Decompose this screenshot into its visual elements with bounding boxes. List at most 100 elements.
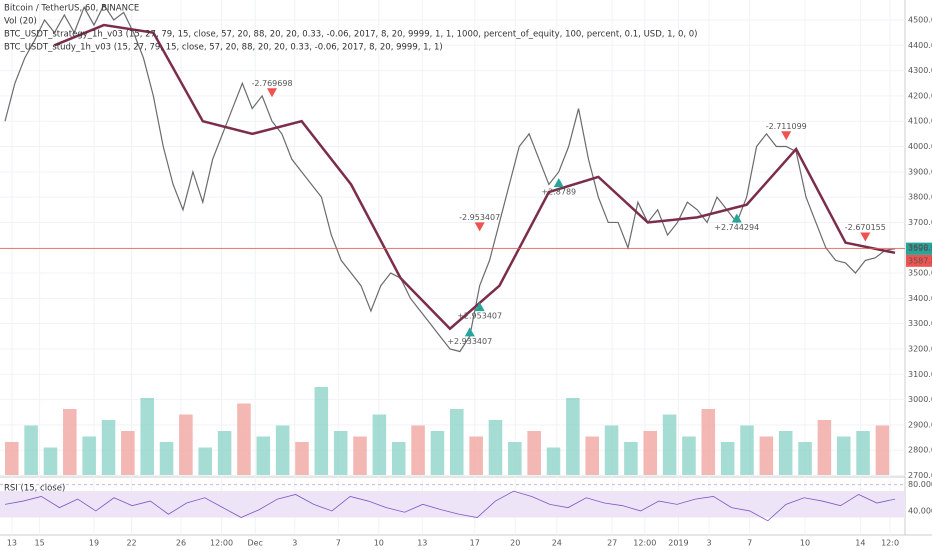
y-tick-label: 3100.00 bbox=[908, 370, 932, 379]
y-tick-label: 3900.00 bbox=[908, 167, 932, 176]
chart-title: Bitcoin / TetherUS, 60, BINANCE bbox=[4, 4, 139, 14]
volume-bar bbox=[778, 431, 793, 475]
price-badge bbox=[906, 254, 932, 267]
y-tick-label: 4500.00 bbox=[908, 15, 932, 24]
y-tick-label: 3000.00 bbox=[908, 395, 932, 404]
x-tick-label: 27 bbox=[607, 539, 617, 548]
x-tick-label: 2019 bbox=[668, 539, 688, 548]
x-tick-label: 24 bbox=[552, 539, 562, 548]
volume-bar bbox=[314, 387, 329, 475]
volume-bar bbox=[256, 436, 271, 475]
volume-bar bbox=[333, 431, 348, 475]
y-tick-label: 2900.00 bbox=[908, 420, 932, 429]
rsi-tick-label: 80.0000 bbox=[908, 480, 932, 489]
x-tick-label: 7 bbox=[336, 539, 341, 548]
volume-bar bbox=[217, 431, 232, 475]
volume-bar bbox=[720, 442, 735, 475]
trade-label: +2.744294 bbox=[714, 223, 759, 232]
volume-bar bbox=[643, 431, 658, 475]
trade-label: +2.933407 bbox=[447, 337, 492, 346]
x-tick-label: 26 bbox=[176, 539, 186, 548]
y-tick-label: 4300.00 bbox=[908, 66, 932, 75]
trade-label: -2.953407 bbox=[459, 213, 500, 222]
x-tick-label: 7 bbox=[747, 539, 752, 548]
volume-bar bbox=[566, 398, 580, 475]
x-tick-label: 10 bbox=[374, 539, 384, 548]
y-tick-label: 2800.00 bbox=[908, 446, 932, 455]
volume-bar bbox=[198, 447, 213, 475]
y-tick-label: 3800.00 bbox=[908, 193, 932, 202]
volume-bar bbox=[43, 447, 58, 475]
x-tick-label: 12:00 bbox=[210, 539, 233, 548]
volume-bar bbox=[546, 447, 561, 475]
x-tick-label: 17 bbox=[470, 539, 480, 548]
x-tick-label: 3 bbox=[707, 539, 712, 548]
volume-bar bbox=[798, 442, 812, 475]
price-line bbox=[53, 23, 896, 331]
volume-bar bbox=[682, 436, 696, 475]
trade-label: +2.953407 bbox=[457, 312, 502, 321]
trade-marker bbox=[553, 178, 564, 188]
last-price-2: 3587.86 bbox=[908, 256, 932, 265]
x-tick-label: 12:00 bbox=[633, 539, 656, 548]
trade-marker bbox=[474, 222, 485, 232]
y-tick-label: 4000.00 bbox=[908, 142, 932, 151]
volume-bar bbox=[701, 409, 716, 475]
trade-label: +2.8789 bbox=[541, 188, 576, 197]
x-tick-label: Dec bbox=[247, 539, 262, 548]
indicator-label: BTC_USDT_strategy_1h_v03 (15, 27, 79, 15… bbox=[4, 30, 698, 40]
volume-bar bbox=[585, 436, 599, 475]
volume-bar bbox=[759, 436, 774, 475]
volume-bar bbox=[353, 436, 367, 475]
volume-bar bbox=[391, 442, 406, 475]
rsi-tick-label: 40.0000 bbox=[908, 506, 932, 515]
volume-bar bbox=[411, 425, 425, 475]
trade-marker bbox=[731, 213, 742, 223]
volume-bar bbox=[604, 425, 619, 475]
last-price: 3596.52 bbox=[908, 244, 932, 253]
volume-bar bbox=[875, 425, 890, 475]
x-tick-label: 12:0 bbox=[881, 539, 899, 548]
volume-bar bbox=[24, 425, 38, 475]
volume-bar bbox=[469, 436, 483, 475]
trade-marker bbox=[781, 131, 792, 141]
volume-bar bbox=[817, 420, 832, 475]
y-tick-label: 3600.00 bbox=[908, 243, 932, 252]
indicator-label: BTC_USDT_study_1h_v03 (15, 27, 79, 15, c… bbox=[4, 43, 443, 53]
y-tick-label: 2700.00 bbox=[908, 471, 932, 480]
volume-bar bbox=[295, 442, 309, 475]
y-tick-label: 3300.00 bbox=[908, 319, 932, 328]
x-tick-label: 3 bbox=[292, 539, 297, 548]
y-tick-label: 3400.00 bbox=[908, 294, 932, 303]
volume-bar bbox=[101, 420, 116, 475]
x-tick-label: 20 bbox=[510, 539, 520, 548]
y-tick-label: 3200.00 bbox=[908, 344, 932, 353]
y-tick-label: 4200.00 bbox=[908, 91, 932, 100]
volume-bar bbox=[63, 409, 77, 475]
volume-bar bbox=[140, 398, 154, 475]
volume-bar bbox=[662, 414, 677, 475]
trade-marker bbox=[860, 232, 871, 242]
x-tick-label: 10 bbox=[800, 539, 810, 548]
rsi-line bbox=[4, 490, 896, 522]
volume-bar bbox=[159, 442, 174, 475]
trade-label: -2.670155 bbox=[845, 223, 886, 232]
volume-bar bbox=[372, 414, 387, 475]
volume-bar bbox=[237, 403, 251, 475]
indicator-label: Vol (20) bbox=[4, 17, 37, 27]
x-tick-label: 13 bbox=[7, 539, 17, 548]
volume-bar bbox=[856, 431, 870, 475]
y-tick-label: 3500.00 bbox=[908, 269, 932, 278]
x-tick-label: 13 bbox=[417, 539, 427, 548]
volume-bar bbox=[82, 436, 96, 475]
trade-label: -2.711099 bbox=[766, 122, 807, 131]
y-tick-label: 3700.00 bbox=[908, 218, 932, 227]
y-tick-label: 4100.00 bbox=[908, 117, 932, 126]
volume-bar bbox=[5, 442, 19, 475]
volume-bar bbox=[121, 431, 135, 475]
trade-marker bbox=[474, 302, 485, 312]
rsi-label: RSI (15, close) bbox=[4, 484, 65, 494]
trade-marker bbox=[464, 327, 475, 337]
